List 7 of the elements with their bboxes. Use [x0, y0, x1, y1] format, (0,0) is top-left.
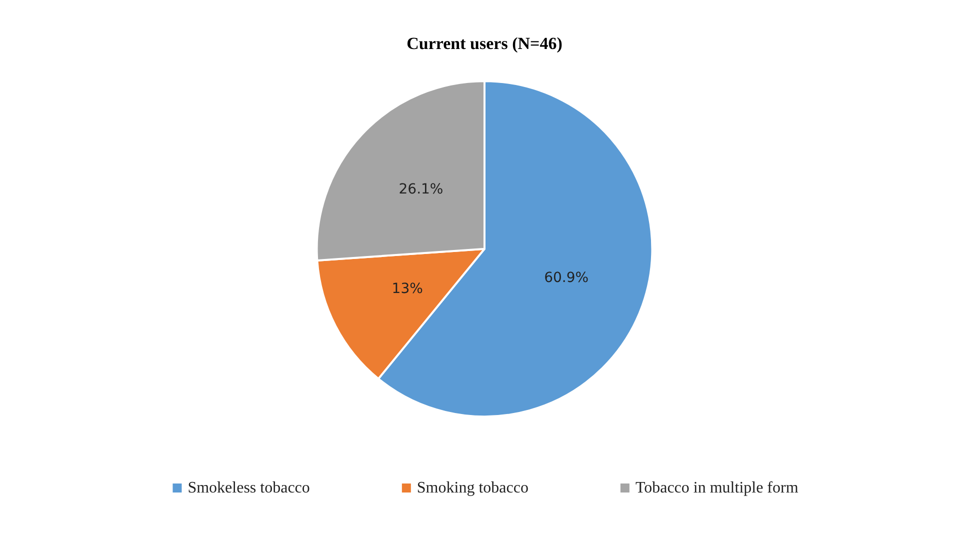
legend-label: Smoking tobacco	[416, 480, 528, 496]
data-label: 13%	[392, 280, 423, 297]
data-label: 60.9%	[544, 270, 589, 286]
chart-title: Current users (N=46)	[406, 34, 562, 53]
legend-label: Tobacco in multiple form	[635, 480, 799, 496]
legend-label: Smokeless tobacco	[188, 480, 310, 496]
data-label: 26.1%	[398, 182, 444, 198]
